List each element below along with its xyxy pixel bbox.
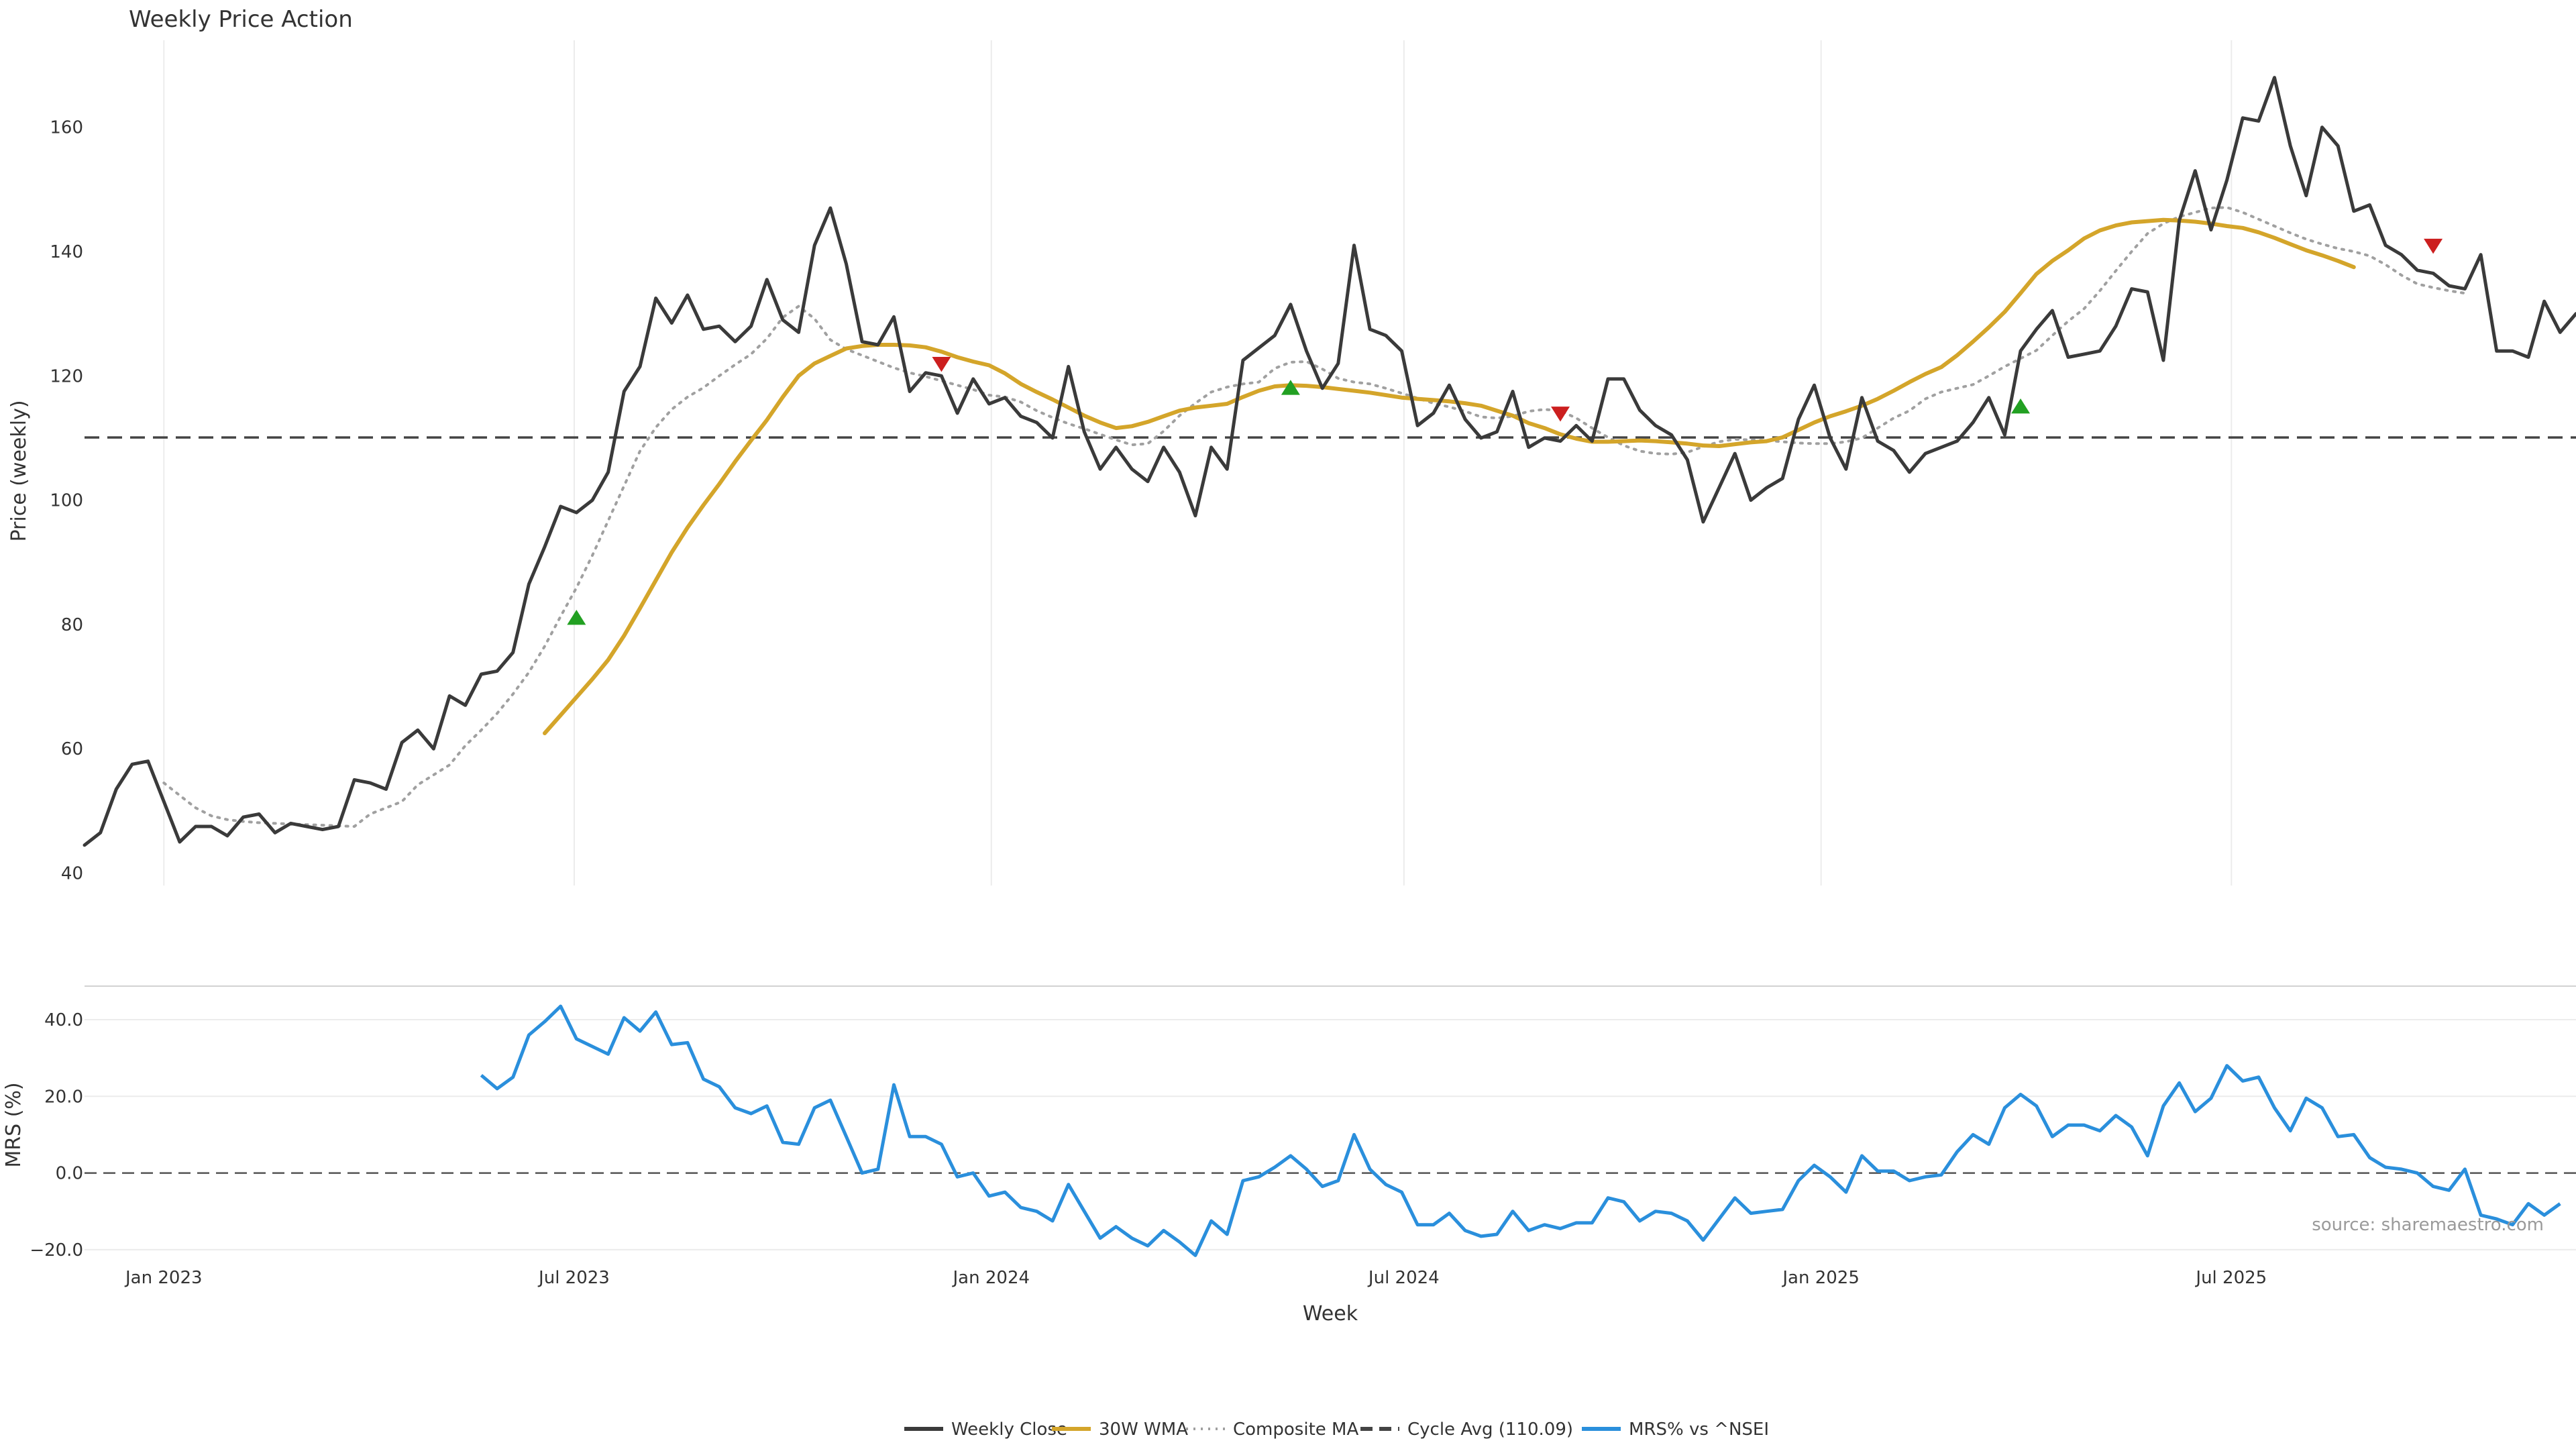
price-y-axis-label: Price (weekly) bbox=[7, 400, 31, 541]
x-tick-label: Jul 2025 bbox=[2194, 1268, 2267, 1288]
series-composite-ma bbox=[162, 206, 2467, 828]
price-gridlines bbox=[163, 40, 2233, 885]
legend-item: MRS% vs ^NSEI bbox=[1582, 1419, 1769, 1440]
series-30w-wma bbox=[543, 217, 2356, 735]
sell-signal-marker bbox=[2424, 238, 2443, 254]
x-tick-label: Jul 2023 bbox=[537, 1268, 610, 1288]
legend-label: Cycle Avg (110.09) bbox=[1407, 1419, 1573, 1440]
legend-item: Composite MA bbox=[1186, 1419, 1358, 1440]
price-y-tick-label: 60 bbox=[61, 739, 83, 759]
mrs-y-tick-label: 0.0 bbox=[56, 1164, 83, 1184]
mrs-y-axis-label: MRS (%) bbox=[2, 1082, 25, 1167]
chart-title: Weekly Price Action bbox=[129, 6, 353, 33]
buy-signal-marker bbox=[567, 610, 586, 625]
legend-item: 30W WMA bbox=[1052, 1419, 1188, 1440]
x-tick-label: Jan 2023 bbox=[124, 1268, 203, 1288]
x-axis-ticks: Jan 2023 Jul 2023 Jan 2024 Jul 2024 Jan 2025… bbox=[124, 1268, 2267, 1288]
legend-item: Cycle Avg (110.09) bbox=[1360, 1419, 1573, 1440]
legend-label: Composite MA bbox=[1233, 1419, 1358, 1440]
sell-signal-marker bbox=[1551, 407, 1570, 422]
price-y-tick-label: 40 bbox=[61, 863, 83, 883]
mrs-y-tick-label: 40.0 bbox=[44, 1010, 83, 1030]
price-panel: 40 60 80 100 120 140 160 Price (weekly) bbox=[7, 40, 2576, 885]
legend-label: 30W WMA bbox=[1099, 1419, 1188, 1440]
price-y-tick-label: 120 bbox=[50, 366, 83, 386]
legend-label: Weekly Close bbox=[951, 1419, 1067, 1440]
mrs-gridlines bbox=[85, 1019, 2576, 1250]
price-y-ticks: 40 60 80 100 120 140 160 bbox=[50, 118, 83, 884]
price-y-tick-label: 100 bbox=[50, 491, 83, 511]
price-y-tick-label: 160 bbox=[50, 118, 83, 138]
mrs-series-group bbox=[480, 1004, 2561, 1257]
price-y-tick-label: 80 bbox=[61, 615, 83, 635]
series-mrs-vs-nsei bbox=[480, 1004, 2561, 1257]
price-y-tick-label: 140 bbox=[50, 242, 83, 262]
series-weekly-close bbox=[83, 76, 2576, 847]
buy-signal-marker bbox=[1281, 380, 1300, 395]
x-axis-label: Week bbox=[1303, 1302, 1358, 1326]
mrs-y-tick-label: 20.0 bbox=[44, 1087, 83, 1107]
buy-signal-marker bbox=[2011, 398, 2031, 414]
legend-label: MRS% vs ^NSEI bbox=[1629, 1419, 1769, 1440]
x-tick-label: Jul 2024 bbox=[1367, 1268, 1440, 1288]
price-series-group bbox=[83, 76, 2576, 847]
legend-item: Weekly Close bbox=[904, 1419, 1067, 1440]
mrs-panel: −20.0 0.0 20.0 40.0 MRS (%) source: sharema… bbox=[2, 1004, 2576, 1260]
mrs-y-tick-label: −20.0 bbox=[30, 1240, 83, 1260]
x-tick-label: Jan 2025 bbox=[1781, 1268, 1860, 1288]
x-tick-label: Jan 2024 bbox=[952, 1268, 1030, 1288]
source-annotation: source: sharemaestro.com bbox=[2312, 1215, 2544, 1235]
sell-signal-marker bbox=[932, 356, 951, 372]
mrs-y-ticks: −20.0 0.0 20.0 40.0 bbox=[30, 1010, 83, 1260]
signal-markers bbox=[567, 238, 2443, 625]
legend: Weekly Close 30W WMA Composite MA Cycle Avg… bbox=[904, 1419, 1769, 1440]
